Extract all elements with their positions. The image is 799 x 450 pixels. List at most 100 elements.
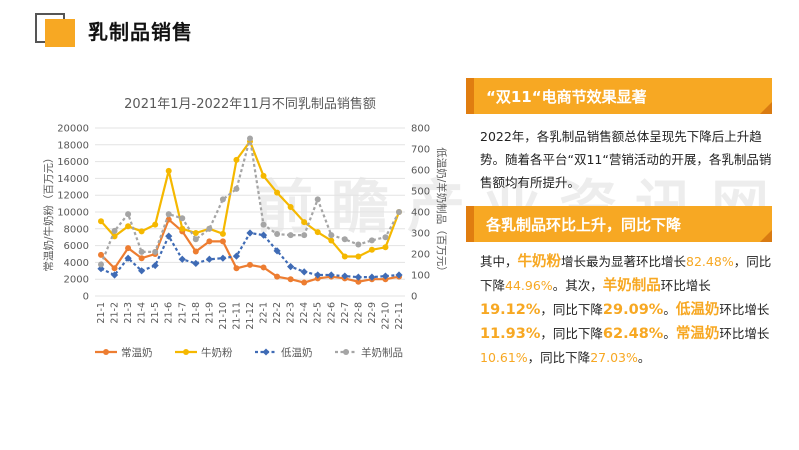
y2-tick-label: 600 <box>411 166 430 177</box>
x-tick-label: 22-1 <box>259 302 270 324</box>
x-tick-label: 22-3 <box>286 302 297 324</box>
data-point <box>206 238 213 245</box>
data-point <box>382 234 389 241</box>
data-point <box>287 263 295 271</box>
x-tick-label: 21-10 <box>218 302 229 330</box>
data-point <box>300 268 308 276</box>
x-tick-label: 21-6 <box>164 302 175 324</box>
text-segment: 环比增长 <box>719 302 770 317</box>
y-tick-label: 6000 <box>64 241 89 252</box>
product-ambient-milk: 常温奶 <box>675 326 720 342</box>
legend-marker <box>262 348 270 356</box>
data-point <box>368 246 375 253</box>
data-point <box>206 225 213 232</box>
legend-marker <box>183 349 189 355</box>
text-segment: ，同比下降 <box>540 326 603 341</box>
x-tick-label: 22-9 <box>367 302 378 324</box>
data-point <box>368 273 376 281</box>
data-point <box>355 241 362 248</box>
x-tick-label: 22-6 <box>326 302 337 324</box>
y2-tick-label: 400 <box>411 208 430 219</box>
section-title-growth: 各乳制品环比上升，同比下降 <box>486 216 682 234</box>
section-logo <box>35 13 75 47</box>
data-point <box>179 225 186 232</box>
series-line <box>100 231 400 279</box>
y2-tick-label: 800 <box>411 124 430 135</box>
data-point <box>233 265 240 272</box>
y2-tick-label: 100 <box>411 271 430 282</box>
data-point <box>111 227 118 234</box>
data-point <box>192 230 199 236</box>
stat-value: 82.48% <box>686 254 734 269</box>
y-tick-label: 12000 <box>57 191 89 202</box>
data-point <box>260 172 267 179</box>
x-tick-label: 22-10 <box>380 302 391 330</box>
data-point <box>328 237 335 244</box>
data-point <box>111 233 118 240</box>
data-point <box>165 211 172 218</box>
sales-line-chart: 2021年1月-2022年11月不同乳制品销售额0200040006000800… <box>42 96 448 359</box>
text-segment: 增长最为显著环比增长 <box>561 254 687 269</box>
text-segment: ，同比下降 <box>527 350 591 365</box>
y-axis-title: 常温奶/牛奶粉（百万元） <box>42 152 55 271</box>
y2-tick-label: 0 <box>411 292 417 303</box>
x-tick-label: 22-7 <box>340 302 351 324</box>
x-tick-label: 21-7 <box>177 302 188 324</box>
stat-value: 11.93% <box>480 326 541 342</box>
data-point <box>301 219 308 226</box>
y-tick-label: 18000 <box>57 140 89 151</box>
data-point <box>287 276 294 283</box>
stat-value: 10.61% <box>480 350 528 365</box>
summary-paragraph: 2022年，各乳制品销售额总体呈现先下降后上升趋势。随着各平台“双11“营销活动… <box>480 129 772 190</box>
product-milk-powder: 牛奶粉 <box>517 254 562 270</box>
data-point <box>165 232 173 240</box>
x-tick-label: 22-8 <box>353 302 364 324</box>
y2-tick-label: 200 <box>411 250 430 261</box>
y2-tick-label: 700 <box>411 145 430 156</box>
data-point <box>287 232 294 239</box>
data-point <box>151 261 159 270</box>
y-tick-label: 16000 <box>57 157 89 168</box>
product-chilled-milk: 低温奶 <box>675 302 720 318</box>
section-banner-growth: 各乳制品环比上升，同比下降 <box>466 206 772 242</box>
legend-marker <box>343 349 349 355</box>
y2-tick-label: 300 <box>411 229 430 240</box>
x-tick-label: 22-4 <box>299 302 310 324</box>
data-point <box>301 279 308 286</box>
data-point <box>138 267 146 275</box>
data-point <box>341 253 348 260</box>
data-point <box>287 203 294 210</box>
stat-value: 29.09% <box>602 302 664 318</box>
logo-orange-square <box>45 19 75 47</box>
data-point <box>152 248 159 255</box>
data-point <box>314 271 322 279</box>
y-tick-label: 4000 <box>64 258 89 269</box>
y-tick-label: 20000 <box>57 124 89 135</box>
data-point <box>178 255 186 263</box>
legend-label: 低温奶 <box>281 346 313 359</box>
data-point <box>192 259 200 268</box>
data-point <box>274 273 281 280</box>
data-point <box>125 223 132 230</box>
data-point <box>247 135 253 142</box>
data-point <box>192 248 199 255</box>
data-point <box>260 221 267 228</box>
data-point <box>138 248 145 255</box>
product-goat-milk: 羊奶制品 <box>602 278 661 294</box>
x-tick-label: 21-12 <box>245 302 256 330</box>
banner-accent-bar <box>466 206 474 242</box>
stat-value: 19.12% <box>480 302 541 318</box>
data-point <box>125 211 132 218</box>
text-segment: ，同比下降 <box>540 302 603 317</box>
data-point <box>396 209 402 215</box>
x-tick-label: 21-2 <box>110 302 121 324</box>
data-point <box>233 185 240 192</box>
data-point <box>259 231 268 239</box>
y-tick-label: 14000 <box>57 174 89 185</box>
legend-label: 羊奶制品 <box>361 346 403 359</box>
stat-value: 27.03% <box>590 350 638 365</box>
data-point <box>355 253 362 260</box>
banner-corner <box>760 230 772 242</box>
data-point <box>314 196 321 203</box>
section-banner-double11: “双11“电商节效果显著 <box>466 78 772 114</box>
